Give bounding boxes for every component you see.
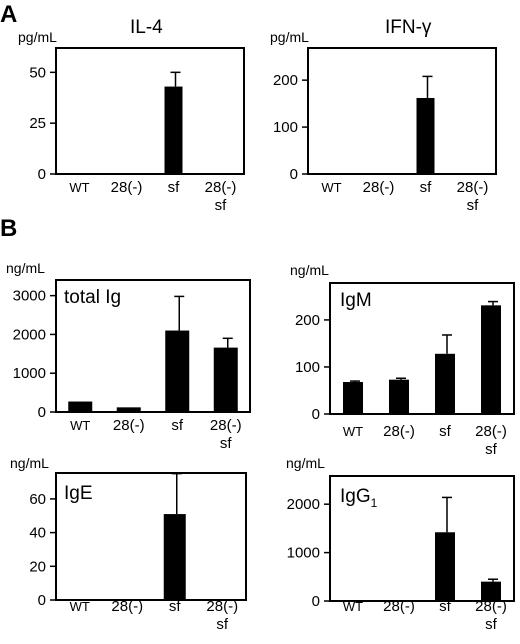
y-tick-label: 100 — [273, 119, 298, 136]
x-category-label: 28(-) — [383, 598, 415, 615]
y-tick-label: 1000 — [13, 365, 46, 382]
x-category-label: 28(-) sf — [210, 417, 242, 452]
y-tick-label: 3000 — [13, 288, 46, 305]
x-category-label: sf — [169, 598, 182, 615]
x-category-label: sf — [171, 417, 184, 434]
x-category-label: WT — [343, 424, 363, 439]
x-category-label: WT — [321, 180, 341, 195]
bar — [164, 86, 183, 174]
x-category-label: 28(-) — [111, 179, 143, 196]
x-category-label: WT — [69, 180, 89, 195]
x-category-label: 28(-) — [383, 423, 415, 440]
x-category-label: 28(-) — [113, 417, 145, 434]
plot-frame — [329, 475, 515, 602]
bar — [389, 379, 409, 414]
chart-title: total Ig — [64, 287, 121, 308]
y-tick-label: 200 — [273, 72, 298, 89]
x-category-label: WT — [70, 418, 90, 433]
bar — [163, 514, 186, 600]
bar — [165, 330, 190, 412]
x-category-label: 28(-) sf — [475, 598, 507, 633]
bar — [481, 305, 501, 414]
y-tick-label: 100 — [295, 359, 320, 376]
panel-letter-b: B — [0, 215, 17, 242]
x-category-label: 28(-) sf — [206, 598, 238, 633]
unit-label: pg/mL — [18, 29, 57, 45]
chart-title: IgE — [64, 483, 93, 504]
bar — [213, 347, 238, 412]
x-category-label: 28(-) sf — [457, 179, 489, 214]
x-category-label: sf — [420, 179, 433, 196]
chart-title: IFN-γ — [385, 17, 432, 38]
chart-title: IL-4 — [130, 17, 163, 38]
y-tick-label: 60 — [29, 491, 46, 508]
y-tick-label: 50 — [29, 64, 46, 81]
y-tick-label: 0 — [312, 406, 320, 423]
bar — [68, 401, 93, 412]
y-tick-label: 0 — [290, 166, 298, 183]
y-tick-label: 200 — [295, 312, 320, 329]
chart-title: IgG1 — [340, 486, 378, 510]
bar — [435, 353, 455, 414]
y-tick-label: 2000 — [13, 326, 46, 343]
y-tick-label: 1000 — [287, 545, 320, 562]
bar — [481, 581, 501, 601]
panel-letter-a: A — [0, 1, 17, 28]
x-category-label: sf — [168, 179, 181, 196]
y-tick-label: 0 — [312, 593, 320, 610]
x-category-label: 28(-) — [363, 179, 395, 196]
x-category-label: 28(-) sf — [205, 179, 237, 214]
y-tick-label: 25 — [29, 115, 46, 132]
plot-frame — [55, 47, 245, 175]
x-category-label: 28(-) sf — [475, 423, 507, 458]
y-tick-label: 0 — [38, 404, 46, 421]
plot-frame — [55, 279, 251, 413]
plot-frame — [55, 472, 247, 601]
bar — [343, 382, 363, 414]
x-category-label: WT — [343, 599, 363, 614]
y-tick-label: 0 — [38, 166, 46, 183]
unit-label: pg/mL — [270, 29, 309, 45]
x-category-label: sf — [439, 423, 452, 440]
y-tick-label: 20 — [29, 558, 46, 575]
plot-frame — [329, 282, 515, 415]
x-category-label: WT — [70, 599, 90, 614]
x-category-label: 28(-) — [111, 598, 143, 615]
y-tick-label: 2000 — [287, 496, 320, 513]
unit-label: ng/mL — [290, 262, 329, 278]
bar — [435, 532, 455, 601]
unit-label: ng/mL — [6, 260, 45, 276]
plot-frame — [307, 47, 497, 175]
y-tick-label: 40 — [29, 525, 46, 542]
unit-label: ng/mL — [10, 455, 49, 471]
chart-title-subscript: 1 — [371, 496, 378, 510]
chart-title: IgM — [340, 290, 372, 311]
y-tick-label: 0 — [38, 592, 46, 609]
x-category-label: sf — [439, 598, 452, 615]
bar — [416, 97, 435, 174]
unit-label: ng/mL — [286, 455, 325, 471]
bar — [116, 407, 141, 412]
